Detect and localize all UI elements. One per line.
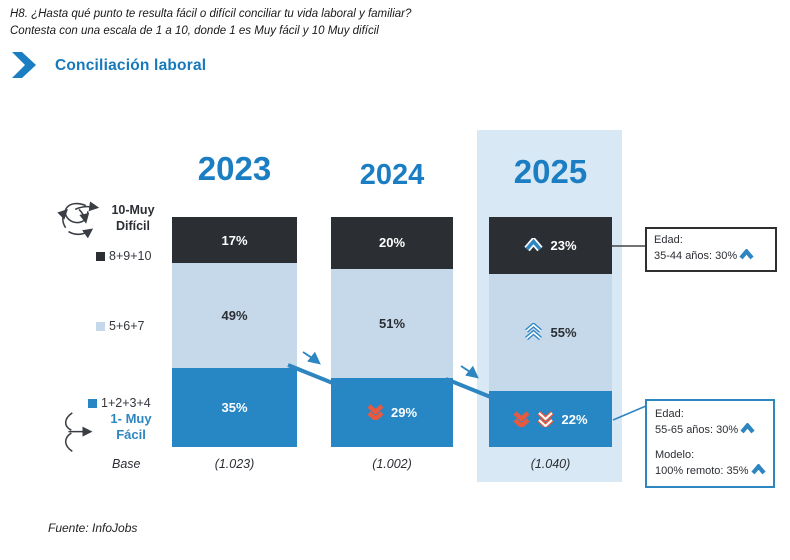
chevron-up-icon: [750, 463, 766, 475]
survey-question: H8. ¿Hasta qué punto te resulta fácil o …: [10, 6, 411, 39]
base-2024: (1.002): [372, 457, 412, 471]
chevron-right-icon: [10, 50, 40, 80]
callout-group-model: Modelo: 100% remoto: 35%: [655, 448, 767, 480]
question-line1: H8. ¿Hasta qué punto te resulta fácil o …: [10, 8, 412, 20]
year-label-2024: 2024: [359, 159, 425, 191]
base-label: Base: [112, 457, 141, 471]
segment-value-label: 23%: [550, 237, 577, 253]
segment-2023-high: 17%: [172, 217, 297, 264]
callout-title: Edad:: [655, 408, 684, 420]
segment-2023-low: 35%: [172, 367, 297, 447]
chevron-up-icon: [524, 238, 544, 252]
base-2025: (1.040): [530, 457, 571, 471]
scale-label-line1: 10-Muy: [111, 203, 155, 217]
legend-swatch-dark: [96, 251, 105, 261]
callout-value-row: 55-65 años: 30%: [655, 422, 767, 439]
legend-item-8-9-10: 8+9+10: [96, 249, 151, 263]
callout-value: 100% remoto: 35%: [655, 464, 749, 477]
question-line2: Contesta con una escala de 1 a 10, donde…: [10, 24, 379, 37]
year-label-2025: 2025: [513, 153, 588, 190]
decline-arrow-2023-2024: [302, 351, 321, 365]
source-text: Fuente: InfoJobs: [48, 521, 138, 535]
scale-label-most-easy: 1- Muy Fácil: [98, 411, 164, 444]
legend-label: 5+6+7: [109, 319, 145, 333]
chevron-up-icon: [740, 422, 755, 434]
callout-title: Modelo:: [655, 448, 695, 461]
scribble-branch-arrow-icon: [58, 409, 102, 461]
segment-2024-mid: 51%: [331, 268, 453, 378]
bar-2023: 17% 49% 35%: [172, 217, 297, 447]
segment-2024-low: 29%: [331, 377, 453, 447]
callout-title: Edad:: [654, 234, 683, 246]
scale-label-most-difficult: 10-Muy Difícil: [101, 202, 165, 235]
segment-value-label: 35%: [221, 399, 248, 415]
decline-arrow-2024-2025: [460, 365, 479, 379]
segment-2023-mid: 49%: [172, 263, 297, 368]
segment-value-label: 29%: [390, 404, 418, 420]
legend-label: 8+9+10: [109, 249, 152, 263]
segment-2024-high: 20%: [331, 217, 453, 269]
legend-item-1-2-3-4: 1+2+3+4: [88, 396, 151, 410]
bar-2025: 23% 55% 22%: [489, 217, 612, 447]
segment-2025-mid: 55%: [489, 273, 612, 392]
callout-age-35-44: Edad: 35-44 años: 30%: [645, 227, 777, 272]
chevron-down-icon: [513, 411, 530, 428]
legend-item-5-6-7: 5+6+7: [96, 319, 144, 333]
bar-2024: 20% 51% 29%: [331, 217, 453, 447]
legend-swatch-light-blue: [96, 321, 105, 331]
base-2023: (1.023): [214, 457, 255, 471]
scale-label-line2: Difícil: [115, 219, 151, 234]
chevron-down-icon: [367, 404, 384, 421]
segment-value-label: 17%: [221, 232, 248, 248]
callout-value-row: 35-44 años: 30%: [654, 248, 769, 265]
chevron-up-icon: [739, 248, 754, 260]
chevron-down-icon: [537, 411, 555, 428]
year-label-2023: 2023: [197, 150, 272, 187]
callout-value: 35-44 años: 30%: [654, 249, 738, 262]
callout-value-row: 100% remoto: 35%: [655, 463, 767, 480]
callout-value: 55-65 años: 30%: [655, 423, 739, 436]
scribble-cycle-icon: [56, 196, 106, 244]
segment-value-label: 20%: [378, 235, 406, 251]
segment-value-label: 51%: [378, 315, 406, 331]
scale-label-line2: Fácil: [116, 427, 146, 443]
scale-label-line1: 1- Muy: [110, 411, 152, 426]
section-title: Conciliación laboral: [55, 57, 207, 74]
legend-swatch-blue: [88, 398, 97, 408]
segment-value-label: 55%: [550, 324, 577, 340]
callout-group-age: Edad: 55-65 años: 30%: [655, 407, 767, 439]
segment-value-label: 22%: [561, 411, 588, 427]
segment-value-label: 49%: [221, 308, 248, 324]
segment-2025-high: 23%: [489, 217, 612, 274]
segment-2025-low: 22%: [489, 391, 612, 447]
chevron-up-icon: [525, 323, 543, 341]
callout-age-model: Edad: 55-65 años: 30% Modelo: 100% remot…: [645, 399, 775, 488]
legend-label: 1+2+3+4: [101, 396, 151, 410]
